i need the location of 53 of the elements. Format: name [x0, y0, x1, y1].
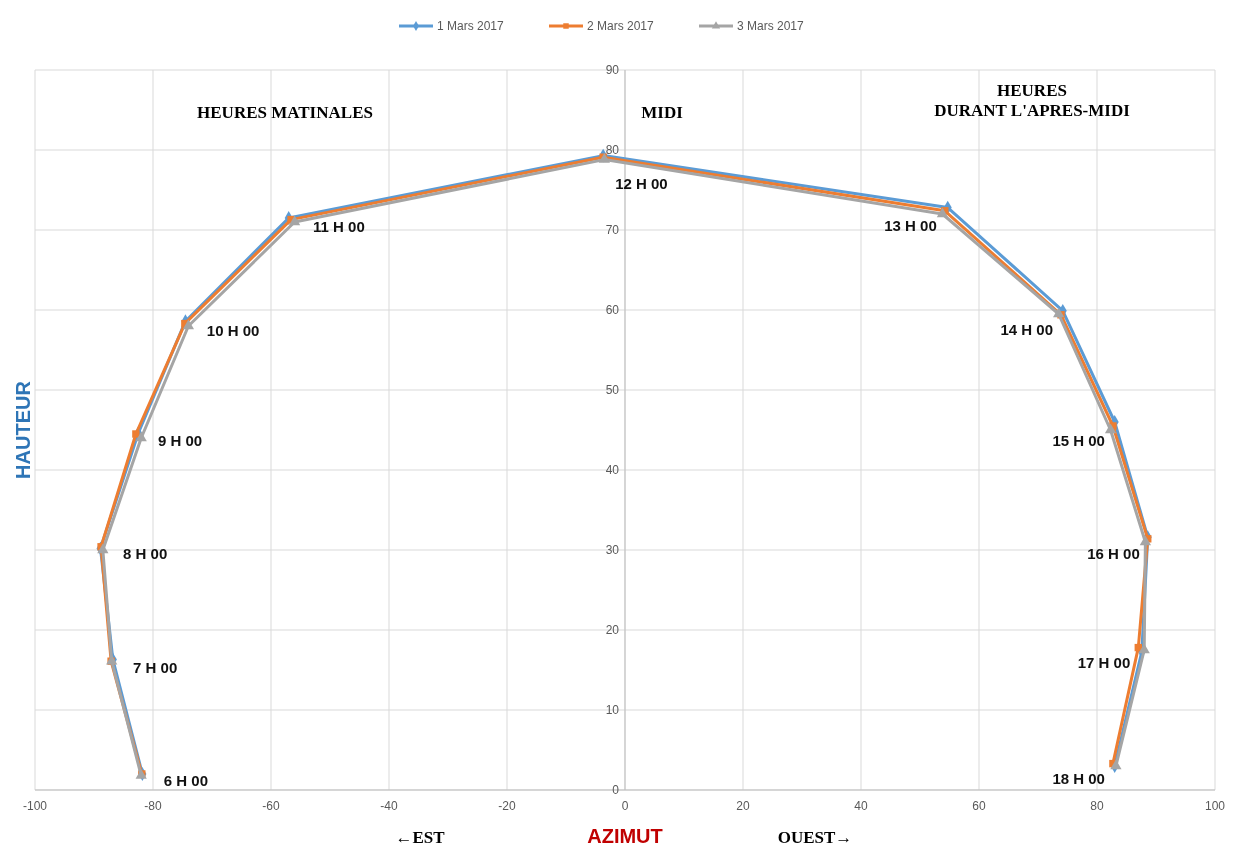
legend-label: 1 Mars 2017: [437, 19, 505, 33]
x-tick-label: 20: [736, 799, 750, 813]
y-tick-label: 30: [605, 543, 620, 557]
x-tick-label: -100: [22, 799, 48, 813]
point: [135, 431, 147, 442]
y-tick-label: 40: [605, 463, 620, 477]
annotation: 16 H 00: [1087, 544, 1140, 562]
point: [1139, 535, 1152, 546]
annotation: MIDI: [641, 103, 684, 122]
legend-label: 2 Mars 2017: [587, 19, 655, 33]
annotation: 18 H 00: [1052, 769, 1105, 787]
annotation: 17 H 00: [1077, 653, 1131, 671]
y-tick-label: 80: [605, 143, 620, 157]
y-tick-label: 90: [605, 63, 620, 77]
annotation: HEURES MATINALES: [197, 103, 373, 122]
point: [182, 319, 195, 330]
y-tick-label: 60: [605, 303, 620, 317]
point: [132, 430, 140, 438]
y-tick-label: 10: [605, 703, 620, 717]
x-tick-label: -60: [262, 799, 280, 813]
annotation: 8 H 00: [123, 544, 168, 562]
point: [1104, 423, 1117, 434]
x-tick-label: 100: [1204, 799, 1226, 813]
y-tick-label: 20: [605, 623, 620, 637]
annotation: 7 H 00: [133, 659, 178, 677]
x-tick-label: 40: [854, 799, 868, 813]
annotation: 15 H 00: [1052, 432, 1105, 449]
annotation: 12 H 00: [615, 175, 668, 193]
annotation: 13 H 00: [884, 216, 937, 234]
point: [936, 207, 949, 218]
y-tick-label: 0: [612, 783, 620, 797]
x-tick-label: 0: [621, 799, 629, 813]
point: [288, 215, 301, 226]
y-tick-label: 50: [605, 383, 620, 397]
x-tick-label: -80: [144, 799, 162, 813]
annotation: 10 H 00: [206, 321, 260, 339]
annotation: HEURES DURANT L'APRES-MIDI: [934, 81, 1131, 120]
point: [1053, 307, 1065, 318]
x-tick-label: -40: [380, 799, 398, 813]
x-tick-label: -20: [498, 799, 516, 813]
text: ←EST: [395, 828, 446, 847]
x-tick-label: 80: [1090, 799, 1104, 813]
y-tick-label: 70: [605, 223, 620, 237]
annotation: 6 H 00: [163, 772, 208, 789]
point: [97, 543, 109, 554]
x-tick-label: 60: [972, 799, 986, 813]
annotation: 11 H 00: [313, 217, 365, 235]
legend-label: 3 Mars 2017: [737, 19, 805, 33]
x-axis-title: AZIMUT: [587, 825, 663, 847]
y-axis-title: HAUTEUR: [12, 380, 34, 479]
annotation: 14 H 00: [1000, 320, 1054, 338]
annotation: 9 H 00: [157, 432, 203, 449]
text: OUEST→: [777, 828, 853, 847]
